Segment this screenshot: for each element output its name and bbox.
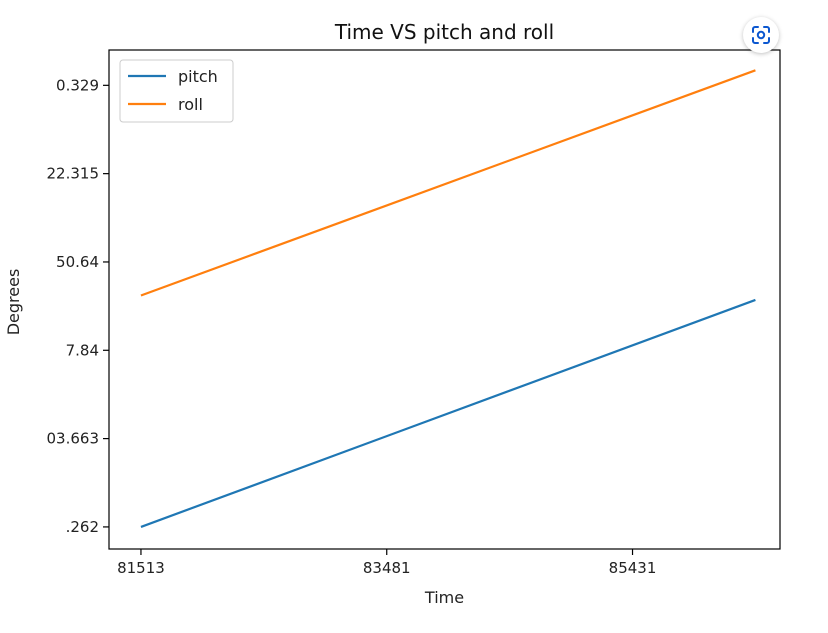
y-axis: .262 03.663 7.84 50.64 22.315 0.329 <box>47 76 109 536</box>
legend-label-roll: roll <box>178 95 203 114</box>
y-tick-label: .262 <box>66 518 99 536</box>
y-tick-label: 22.315 <box>47 165 100 183</box>
series-lines <box>140 69 756 528</box>
series-line-roll <box>140 69 756 297</box>
lens-scan-icon <box>752 26 770 44</box>
x-tick-label: 81513 <box>117 559 165 577</box>
y-tick-label: 50.64 <box>56 253 99 271</box>
plot-area <box>108 49 781 550</box>
lens-button[interactable] <box>743 17 779 53</box>
y-axis-label: Degrees <box>4 269 23 336</box>
legend-label-pitch: pitch <box>178 67 218 86</box>
x-tick-label: 85431 <box>609 559 657 577</box>
x-axis: 81513 83481 85431 <box>117 549 656 577</box>
x-axis-label: Time <box>424 588 464 607</box>
legend: pitch roll <box>119 59 234 123</box>
y-tick-label: 03.663 <box>47 430 100 448</box>
series-line-pitch <box>140 298 756 528</box>
chart-title: Time VS pitch and roll <box>334 20 554 44</box>
y-tick-label: 7.84 <box>66 341 99 359</box>
x-tick-label: 83481 <box>363 559 411 577</box>
y-tick-label: 0.329 <box>56 76 99 94</box>
